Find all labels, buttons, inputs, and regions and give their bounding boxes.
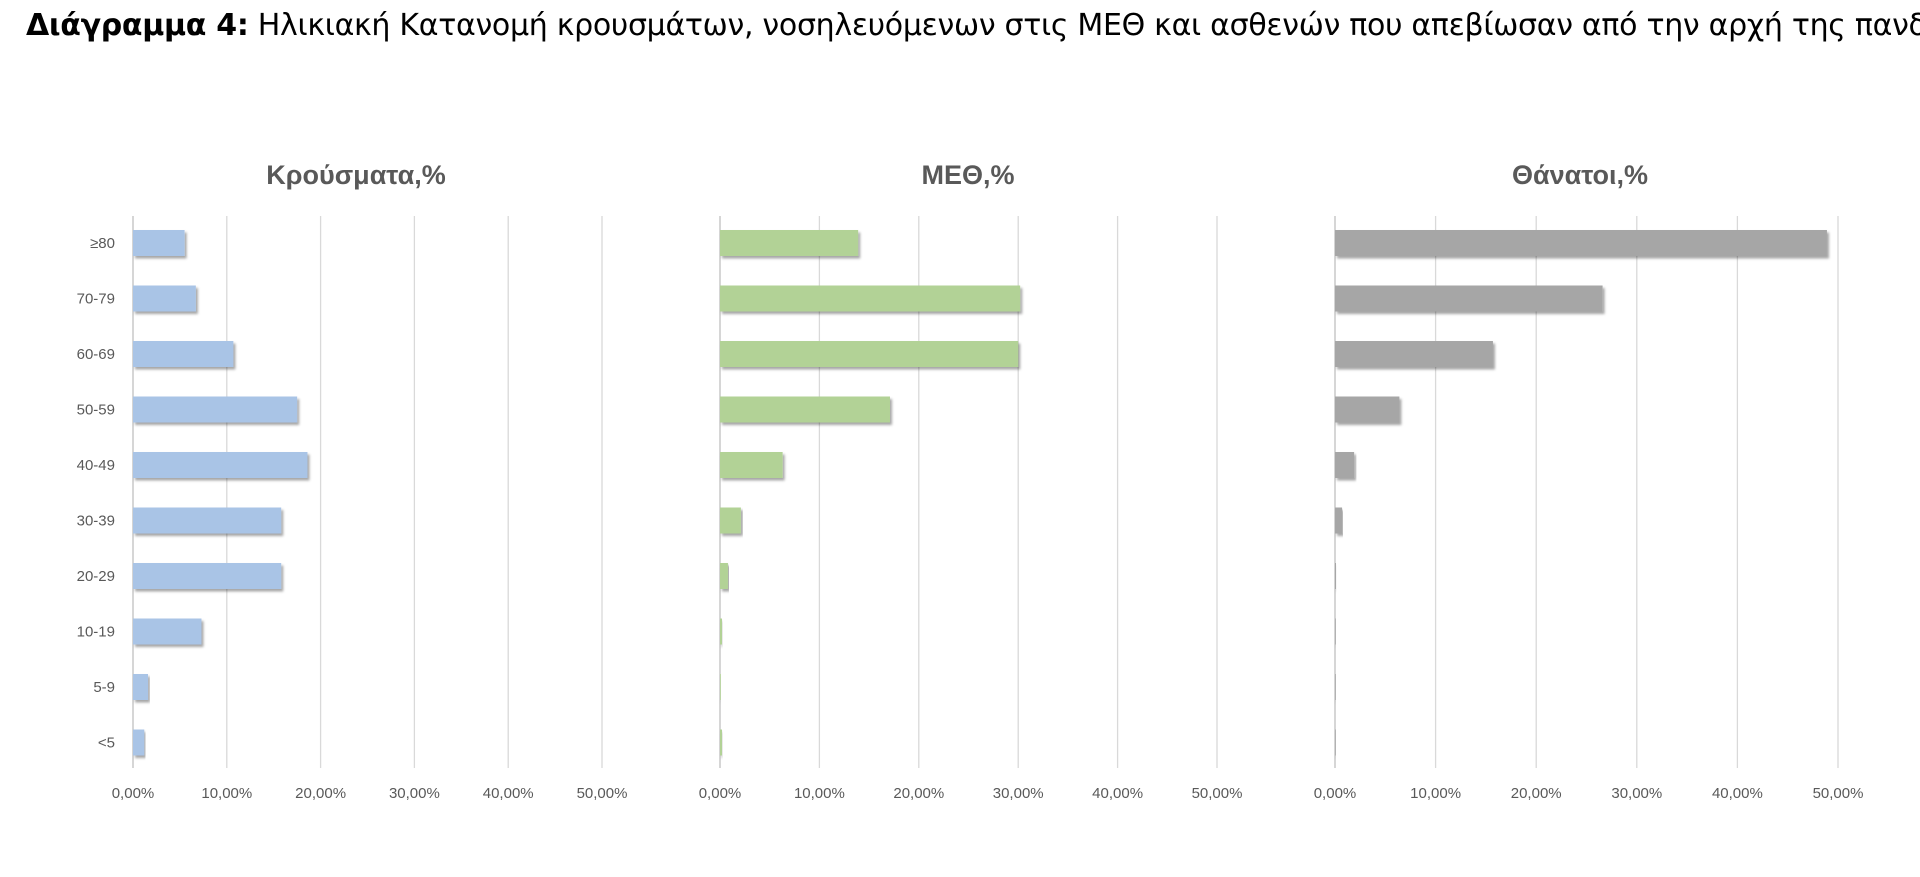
chart-1-bar — [133, 230, 185, 256]
chart-1-bar — [133, 618, 202, 645]
chart-2-x-tick-label: 50,00% — [1192, 785, 1243, 802]
chart-3-bar — [1335, 729, 1336, 756]
category-label: 70-79 — [77, 291, 115, 308]
category-label: 20-29 — [77, 568, 115, 585]
chart-2-x-tick-label: 30,00% — [993, 785, 1044, 802]
chart-3-bar — [1335, 674, 1336, 700]
category-label: 50-59 — [77, 402, 115, 419]
chart-1-bar — [133, 507, 282, 534]
chart-1-bar — [133, 729, 145, 756]
chart-2-x-tick-label: 20,00% — [893, 785, 944, 802]
chart-3-bar — [1335, 230, 1827, 256]
chart-1-bar — [133, 674, 149, 700]
chart-3-x-tick-label: 20,00% — [1511, 785, 1562, 802]
chart-2-bar — [720, 507, 741, 534]
category-label: 5-9 — [93, 679, 115, 696]
chart-2-x-tick-label: 10,00% — [794, 785, 845, 802]
chart-2-bar — [720, 396, 890, 423]
chart-3-x-tick-label: 10,00% — [1410, 785, 1461, 802]
chart-3-x-tick-label: 30,00% — [1611, 785, 1662, 802]
chart-3-bar — [1335, 618, 1336, 645]
chart-2-x-tick-label: 40,00% — [1092, 785, 1143, 802]
page-heading: Διάγραμμα 4: Ηλικιακή Κατανομή κρουσμάτω… — [26, 8, 1920, 43]
category-label: 30-39 — [77, 513, 115, 530]
chart-1-bar — [133, 396, 298, 423]
chart-2-bar — [720, 452, 783, 478]
chart-2-title: ΜΕΘ,% — [921, 160, 1014, 190]
heading-label: Διάγραμμα 4 — [26, 8, 237, 43]
chart-1-bar — [133, 563, 282, 589]
chart-3-bar — [1335, 507, 1343, 534]
chart-2-bar — [720, 674, 721, 700]
chart-2-bar — [720, 285, 1021, 312]
chart-2-bar — [720, 341, 1019, 367]
chart-2-bar — [720, 563, 728, 589]
chart-1-bar — [133, 341, 234, 367]
chart-1-x-tick-label: 30,00% — [389, 785, 440, 802]
category-label: 10-19 — [77, 624, 115, 641]
chart-1-title: Κρούσματα,% — [266, 160, 445, 190]
chart-1-x-tick-label: 50,00% — [577, 785, 628, 802]
chart-3-title: Θάνατοι,% — [1512, 160, 1648, 190]
chart-1-x-tick-label: 0,00% — [112, 785, 155, 802]
category-label: 60-69 — [77, 346, 115, 363]
chart-2-bar — [720, 729, 722, 756]
heading-text: Ηλικιακή Κατανομή κρουσμάτων, νοσηλευόμε… — [248, 8, 1920, 43]
chart-3-bar — [1335, 563, 1337, 589]
chart-3-x-tick-label: 50,00% — [1813, 785, 1864, 802]
chart-3-x-tick-label: 0,00% — [1314, 785, 1357, 802]
chart-1-x-tick-label: 40,00% — [483, 785, 534, 802]
chart-3-bar — [1335, 452, 1355, 478]
chart-1-x-tick-label: 20,00% — [295, 785, 346, 802]
chart-2-bar — [720, 230, 859, 256]
heading-separator: : — [236, 8, 249, 43]
chart-1-x-tick-label: 10,00% — [201, 785, 252, 802]
chart-3-bar — [1335, 285, 1603, 312]
chart-3-x-tick-label: 40,00% — [1712, 785, 1763, 802]
category-label: ≥80 — [90, 235, 115, 252]
chart-2-x-tick-label: 0,00% — [699, 785, 742, 802]
chart-1-bar — [133, 285, 196, 312]
category-label: <5 — [98, 735, 115, 752]
category-label: 40-49 — [77, 457, 115, 474]
chart-3-bar — [1335, 341, 1493, 367]
chart-1-bar — [133, 452, 308, 478]
chart-2-bar — [720, 618, 722, 645]
chart-3-bar — [1335, 396, 1400, 423]
